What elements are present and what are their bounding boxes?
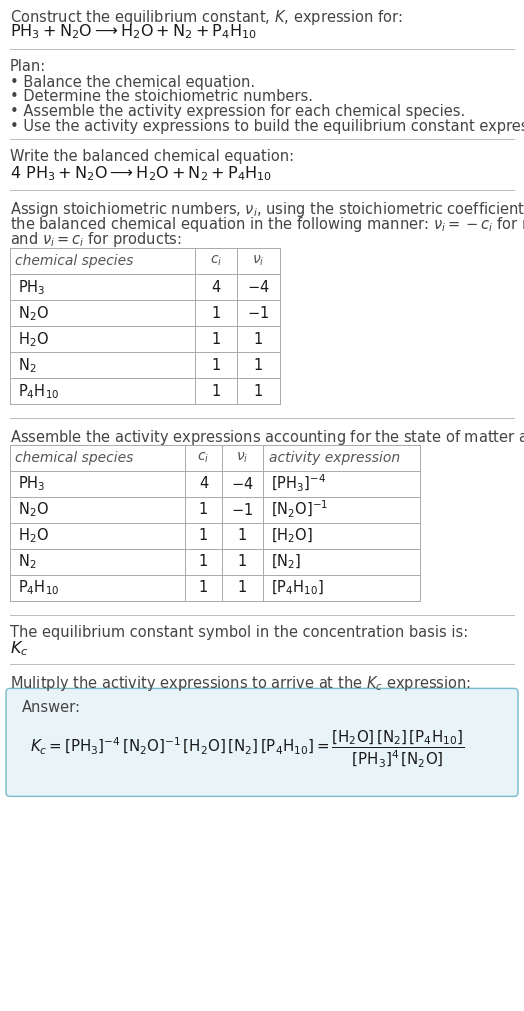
Text: 1: 1 [199, 554, 208, 569]
Text: Construct the equilibrium constant, $K$, expression for:: Construct the equilibrium constant, $K$,… [10, 8, 402, 27]
Text: Assign stoichiometric numbers, $\nu_i$, using the stoichiometric coefficients, $: Assign stoichiometric numbers, $\nu_i$, … [10, 200, 524, 219]
Text: Assemble the activity expressions accounting for the state of matter and $\nu_i$: Assemble the activity expressions accoun… [10, 429, 524, 447]
Text: $\mathrm{N_2O}$: $\mathrm{N_2O}$ [18, 304, 49, 323]
Text: • Determine the stoichiometric numbers.: • Determine the stoichiometric numbers. [10, 89, 313, 104]
Text: $c_i$: $c_i$ [198, 451, 210, 465]
Text: Answer:: Answer: [22, 701, 81, 716]
Text: $\mathrm{PH_3}$: $\mathrm{PH_3}$ [18, 278, 46, 296]
FancyBboxPatch shape [6, 688, 518, 797]
Text: $\mathrm{N_2}$: $\mathrm{N_2}$ [18, 356, 37, 374]
Text: $c_i$: $c_i$ [210, 254, 222, 268]
Text: $-1$: $-1$ [232, 501, 254, 518]
Text: Mulitply the activity expressions to arrive at the $K_c$ expression:: Mulitply the activity expressions to arr… [10, 673, 471, 693]
Text: 1: 1 [211, 332, 221, 347]
Text: $\mathrm{PH_3}$: $\mathrm{PH_3}$ [18, 474, 46, 493]
Text: $[\mathrm{H_2O}]$: $[\mathrm{H_2O}]$ [271, 527, 313, 545]
Text: activity expression: activity expression [269, 451, 400, 465]
Text: 1: 1 [211, 384, 221, 398]
Text: $-1$: $-1$ [247, 305, 269, 321]
Text: • Use the activity expressions to build the equilibrium constant expression.: • Use the activity expressions to build … [10, 118, 524, 133]
Text: $\nu_i$: $\nu_i$ [252, 254, 265, 268]
Text: 1: 1 [238, 529, 247, 543]
Text: Plan:: Plan: [10, 59, 46, 74]
Text: $\nu_i$: $\nu_i$ [236, 451, 249, 465]
Text: • Assemble the activity expression for each chemical species.: • Assemble the activity expression for e… [10, 104, 465, 119]
Text: $[\mathrm{PH_3}]^{-4}$: $[\mathrm{PH_3}]^{-4}$ [271, 473, 326, 494]
Text: chemical species: chemical species [15, 254, 134, 268]
Text: The equilibrium constant symbol in the concentration basis is:: The equilibrium constant symbol in the c… [10, 625, 468, 640]
Text: $\mathrm{N_2}$: $\mathrm{N_2}$ [18, 553, 37, 571]
Text: $\mathrm{4\ PH_3 + N_2O \longrightarrow H_2O + N_2 + P_4H_{10}}$: $\mathrm{4\ PH_3 + N_2O \longrightarrow … [10, 164, 272, 183]
Text: $\mathrm{P_4H_{10}}$: $\mathrm{P_4H_{10}}$ [18, 382, 59, 400]
Text: $\mathrm{P_4H_{10}}$: $\mathrm{P_4H_{10}}$ [18, 578, 59, 598]
Text: $\mathrm{PH_3 + N_2O \longrightarrow H_2O + N_2 + P_4H_{10}}$: $\mathrm{PH_3 + N_2O \longrightarrow H_2… [10, 22, 257, 41]
Text: 1: 1 [238, 554, 247, 569]
Text: 1: 1 [238, 580, 247, 595]
Text: 1: 1 [254, 358, 263, 373]
Text: 1: 1 [199, 580, 208, 595]
Text: 1: 1 [199, 529, 208, 543]
Text: • Balance the chemical equation.: • Balance the chemical equation. [10, 75, 255, 90]
Text: 4: 4 [211, 280, 221, 294]
Text: $\mathrm{N_2O}$: $\mathrm{N_2O}$ [18, 500, 49, 520]
Text: Write the balanced chemical equation:: Write the balanced chemical equation: [10, 150, 294, 165]
Text: $-4$: $-4$ [231, 476, 254, 492]
Text: 1: 1 [199, 502, 208, 518]
Text: $[\mathrm{N_2O}]^{-1}$: $[\mathrm{N_2O}]^{-1}$ [271, 499, 328, 521]
Text: $[\mathrm{N_2}]$: $[\mathrm{N_2}]$ [271, 553, 301, 571]
Text: $[\mathrm{P_4H_{10}}]$: $[\mathrm{P_4H_{10}}]$ [271, 578, 324, 598]
Text: 1: 1 [211, 305, 221, 320]
Text: 1: 1 [254, 332, 263, 347]
Text: the balanced chemical equation in the following manner: $\nu_i = -c_i$ for react: the balanced chemical equation in the fo… [10, 214, 524, 234]
Text: $K_c = [\mathrm{PH_3}]^{-4}\,[\mathrm{N_2O}]^{-1}\,[\mathrm{H_2O}]\,[\mathrm{N_2: $K_c = [\mathrm{PH_3}]^{-4}\,[\mathrm{N_… [30, 728, 464, 769]
Text: chemical species: chemical species [15, 451, 134, 465]
Text: $\mathrm{H_2O}$: $\mathrm{H_2O}$ [18, 330, 49, 349]
Text: $\mathrm{H_2O}$: $\mathrm{H_2O}$ [18, 527, 49, 545]
Text: and $\nu_i = c_i$ for products:: and $\nu_i = c_i$ for products: [10, 229, 182, 249]
Text: 4: 4 [199, 476, 208, 491]
Text: $-4$: $-4$ [247, 279, 270, 295]
Text: 1: 1 [254, 384, 263, 398]
Text: $K_c$: $K_c$ [10, 640, 28, 658]
Text: 1: 1 [211, 358, 221, 373]
